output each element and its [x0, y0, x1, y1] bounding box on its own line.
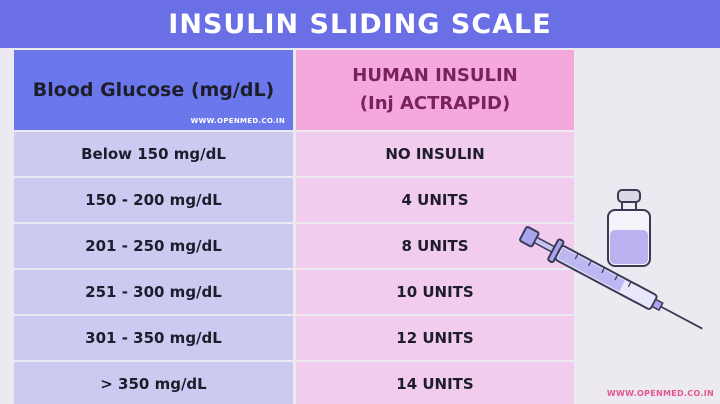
title-bar: INSULIN SLIDING SCALE — [0, 0, 720, 48]
page-title: INSULIN SLIDING SCALE — [168, 8, 552, 40]
glucose-cell: 301 - 350 mg/dL — [14, 316, 293, 360]
sliding-scale-table: Blood Glucose (mg/dL) WWW.OPENMED.CO.IN … — [14, 50, 574, 404]
glucose-cell: 150 - 200 mg/dL — [14, 178, 293, 222]
header-watermark: WWW.OPENMED.CO.IN — [190, 117, 285, 125]
syringe-icon — [519, 226, 703, 330]
glucose-cell: > 350 mg/dL — [14, 362, 293, 404]
glucose-header-label: Blood Glucose (mg/dL) — [32, 79, 275, 101]
insulin-header-line1: HUMAN INSULIN — [352, 65, 518, 86]
insulin-column-header: HUMAN INSULIN (Inj ACTRAPID) — [296, 50, 574, 130]
glucose-cell: 251 - 300 mg/dL — [14, 270, 293, 314]
vial-icon — [607, 189, 651, 267]
syringe-vial-illustration — [519, 189, 703, 330]
dose-cell: 10 UNITS — [296, 270, 574, 314]
dose-cell: NO INSULIN — [296, 132, 574, 176]
glucose-cell: 201 - 250 mg/dL — [14, 224, 293, 268]
insulin-header-line2: (Inj ACTRAPID) — [359, 93, 511, 114]
footer-watermark: WWW.OPENMED.CO.IN — [606, 389, 714, 398]
glucose-cell: Below 150 mg/dL — [14, 132, 293, 176]
dose-cell: 12 UNITS — [296, 316, 574, 360]
glucose-column-header: Blood Glucose (mg/dL) WWW.OPENMED.CO.IN — [14, 50, 293, 130]
dose-cell: 14 UNITS — [296, 362, 574, 404]
dose-cell: 4 UNITS — [296, 178, 574, 222]
